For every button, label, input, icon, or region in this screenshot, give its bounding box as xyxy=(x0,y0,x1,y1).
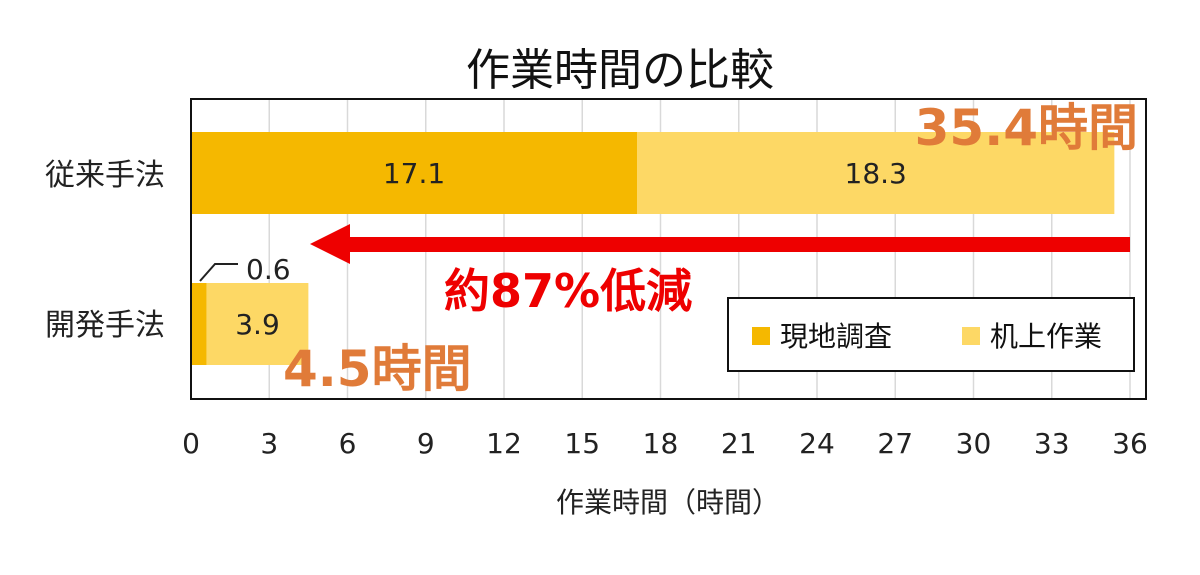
category-label: 従来手法 xyxy=(45,158,165,193)
x-tick-label: 27 xyxy=(877,427,913,460)
total-label: 4.5時間 xyxy=(283,340,472,398)
x-tick-label: 36 xyxy=(1112,427,1148,460)
legend-box xyxy=(727,297,1135,372)
legend-label: 現地調査 xyxy=(780,320,892,353)
data-label: 3.9 xyxy=(235,308,280,341)
x-tick-label: 33 xyxy=(1034,427,1070,460)
x-tick-label: 15 xyxy=(564,427,600,460)
x-tick-label: 24 xyxy=(799,427,835,460)
x-axis-label: 作業時間（時間） xyxy=(556,486,780,519)
x-tick-label: 12 xyxy=(486,427,522,460)
bars xyxy=(191,132,1115,365)
total-label: 35.4時間 xyxy=(915,99,1138,157)
data-label: 17.1 xyxy=(383,157,445,190)
legend: 現地調査 机上作業 xyxy=(727,297,1135,372)
leader-line xyxy=(199,263,238,282)
bar-segment xyxy=(637,132,1115,214)
x-tick-label: 6 xyxy=(339,427,357,460)
bar-segment xyxy=(206,283,309,365)
category-label: 開発手法 xyxy=(45,308,165,343)
x-tick-label: 18 xyxy=(643,427,679,460)
bar-segment xyxy=(191,132,638,214)
data-labels: 17.1 18.3 0.6 3.9 xyxy=(199,157,907,341)
data-label: 0.6 xyxy=(246,253,291,286)
x-tick-label: 0 xyxy=(182,427,200,460)
plot-area-border xyxy=(190,98,1147,400)
data-label: 18.3 xyxy=(845,157,907,190)
reduction-annotation: 約87%低減 xyxy=(444,264,692,318)
x-tick-labels: 0 3 6 9 12 15 18 21 24 27 30 33 36 xyxy=(182,427,1148,460)
category-labels: 従来手法 開発手法 xyxy=(45,158,165,343)
x-tick-label: 21 xyxy=(721,427,757,460)
legend-swatch xyxy=(962,327,980,345)
legend-label: 机上作業 xyxy=(990,320,1102,353)
reduction-arrow xyxy=(310,224,1130,264)
x-tick-label: 9 xyxy=(417,427,435,460)
x-tick-label: 30 xyxy=(956,427,992,460)
legend-swatch xyxy=(752,327,770,345)
chart-title: 作業時間の比較 xyxy=(466,45,774,96)
bar-segment xyxy=(191,283,207,365)
x-tick-label: 3 xyxy=(260,427,278,460)
